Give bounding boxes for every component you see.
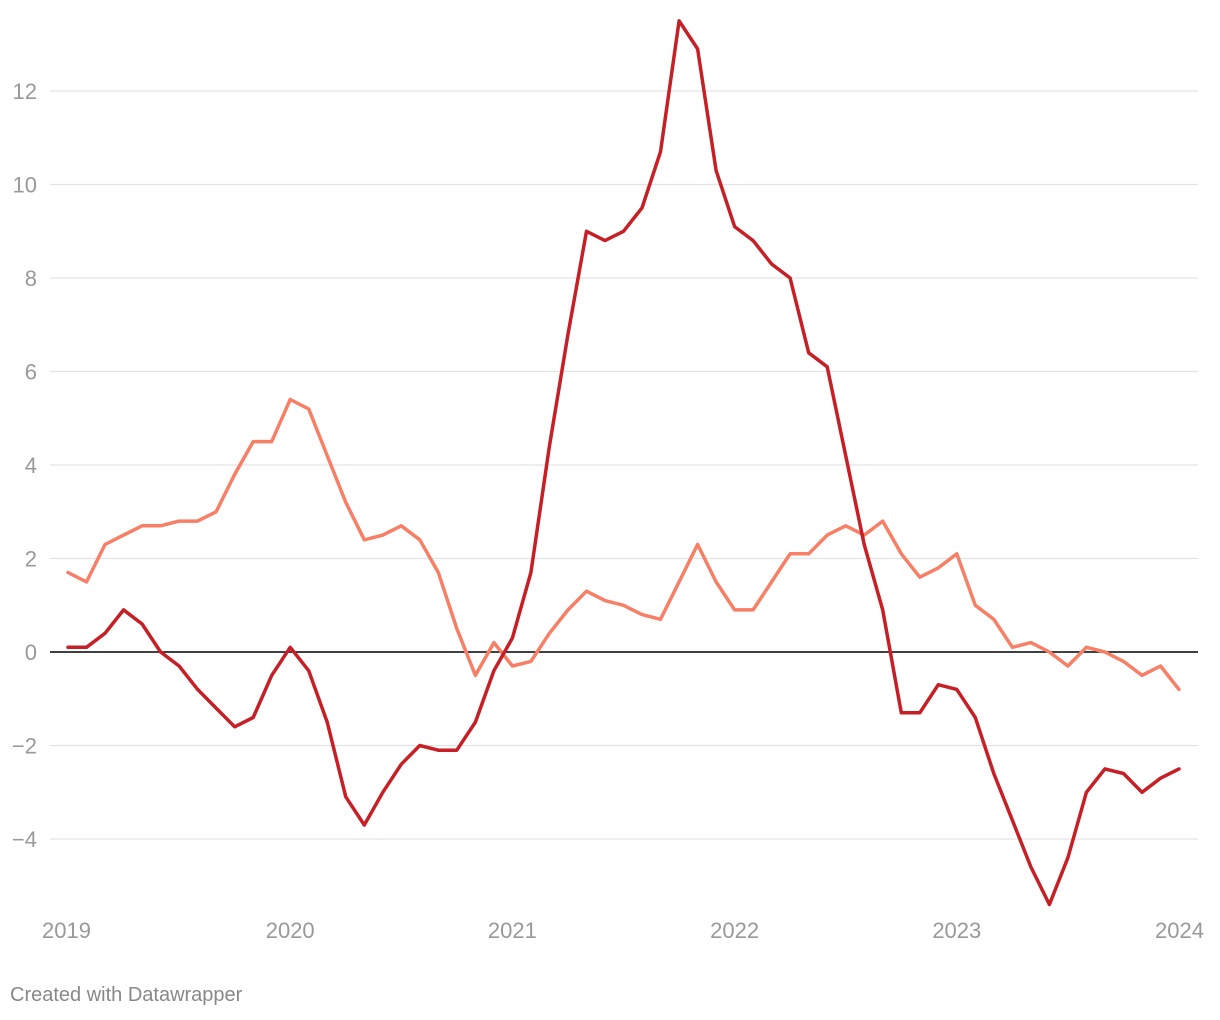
y-tick-label: 10	[13, 173, 37, 198]
y-tick-label: 0	[25, 640, 37, 665]
grid-layer	[50, 90, 1198, 840]
x-tick-label: 2024	[1155, 918, 1204, 943]
series-layer	[66, 19, 1181, 907]
x-tick-label: 2021	[488, 918, 537, 943]
y-tick-label: −2	[12, 734, 37, 759]
y-tick-label: −4	[12, 827, 37, 852]
x-tick-label: 2020	[266, 918, 315, 943]
credit-text: Created with Datawrapper	[10, 984, 243, 1006]
y-tick-label: 4	[25, 453, 37, 478]
y-tick-label: 12	[13, 79, 37, 104]
line-chart: 12 10 8 6 4 2 0 −2 −4 2019 2020 2021 2022 2023 2024	[12, 19, 1204, 943]
y-axis: 12 10 8 6 4 2 0 −2 −4	[12, 79, 37, 852]
x-tick-label: 2019	[42, 918, 91, 943]
x-tick-label: 2022	[710, 918, 759, 943]
series-line-1	[66, 397, 1181, 692]
y-tick-label: 6	[25, 360, 37, 385]
series-line-2	[66, 19, 1181, 907]
x-axis: 2019 2020 2021 2022 2023 2024	[42, 918, 1204, 943]
x-tick-label: 2023	[932, 918, 981, 943]
y-tick-label: 2	[25, 547, 37, 572]
y-tick-label: 8	[25, 266, 37, 291]
